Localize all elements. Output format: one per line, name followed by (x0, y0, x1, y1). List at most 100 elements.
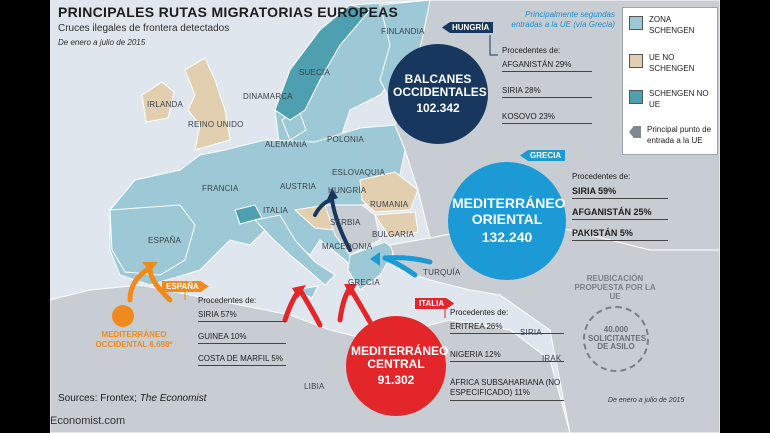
occidental-route-name-text: MEDITERRÁNEO OCCIDENTAL (95, 330, 167, 349)
switzerland-shape (234, 204, 263, 225)
legend-item-schengen-no-ue: SCHENGEN NO UE (629, 88, 711, 110)
legend-label-entry-point: Principal punto de entrada a la UE (647, 125, 712, 145)
source-prefix: Sources: Frontex; (58, 393, 140, 404)
label-bulgaria: BULGARIA (372, 230, 415, 239)
legend: ZONA SCHENGEN UE NO SCHENGEN SCHENGEN NO… (622, 7, 718, 155)
oriental-entry-tag: GRECIA (520, 150, 566, 161)
central-item-1: ERITREA 26% (450, 320, 564, 334)
legend-label-ue-no-schengen: UE NO SCHENGEN (649, 53, 695, 73)
occidental-item-3: COSTA DE MARFIL 5% (198, 352, 286, 366)
iberia-shape (109, 204, 196, 276)
norway-shape (274, 4, 371, 121)
balkans-note: Principalmente segundas entradas a la UE… (511, 10, 615, 29)
oriental-arrowhead (370, 252, 380, 266)
label-dinamarca: DINAMARCA (243, 92, 293, 101)
brand-link[interactable]: Economist.com (50, 415, 126, 427)
relocation-circle: 40.000 SOLICITANTES DE ASILO (583, 306, 649, 372)
balkans-route-value: 102.342 (416, 100, 460, 115)
label-hungria: HUNGRÍA (328, 186, 367, 195)
label-espana: ESPAÑA (148, 236, 182, 245)
balkans-circle: BALCANES OCCIDENTALES 102.342 (388, 44, 488, 144)
central-item-3: ÁFRICA SUBSAHARIANA (NO ESPECIFICADO) 11… (450, 376, 564, 401)
subtitle: Cruces ilegales de frontera detectados (58, 23, 230, 34)
label-italia: ITALIA (263, 206, 289, 215)
label-serbia: SERBIA (330, 218, 361, 227)
greece-shape (347, 241, 396, 291)
occidental-origin-list: Procedentes de: SIRIA 57% GUINEA 10% COS… (198, 296, 286, 366)
occidental-route-value: 6.698* (149, 340, 173, 349)
legend-swatch-schengen (629, 16, 643, 30)
map-frame: PRINCIPALES RUTAS MIGRATORIAS EUROPEAS C… (50, 0, 720, 433)
uk-shape (184, 57, 231, 151)
oriental-route-name: MEDITERRÁNEO ORIENTAL (452, 195, 566, 227)
legend-swatch-ue-no-schengen (629, 54, 643, 68)
legend-swatch-schengen-no-ue (629, 90, 643, 104)
relocation-value: 40.000 (603, 324, 629, 334)
source-italic: The Economist (139, 393, 207, 404)
oriental-item-2: AFGANISTÁN 25% (572, 205, 668, 220)
central-route-value: 91.302 (377, 372, 415, 387)
label-francia: FRANCIA (202, 184, 239, 193)
legend-label-schengen: ZONA SCHENGEN (649, 15, 695, 35)
oriental-list-header: Procedentes de: (572, 172, 631, 181)
balkans-connector (489, 35, 498, 56)
label-polonia: POLONIA (327, 135, 364, 144)
oriental-arrows (382, 255, 433, 278)
relocation-caption: SOLICITANTES DE ASILO (588, 333, 647, 352)
italy-shape (254, 214, 336, 286)
oriental-circle: MEDITERRÁNEO ORIENTAL 132.240 (448, 162, 566, 280)
legend-label-schengen-no-ue: SCHENGEN NO UE (649, 89, 709, 109)
label-siria: SIRIA (520, 328, 542, 337)
footnote-date: De enero a julio de 2015 (608, 397, 685, 404)
occidental-item-2: GUINEA 10% (198, 330, 286, 344)
label-rumania: RUMANIA (370, 200, 409, 209)
central-list-header: Procedentes de: (450, 308, 509, 317)
label-reino-unido: REINO UNIDO (188, 120, 244, 129)
label-irlanda: IRLANDA (147, 100, 184, 109)
label-austria: AUSTRIA (280, 182, 317, 191)
legend-item-entry-point: Principal punto de entrada a la UE (629, 124, 713, 146)
balkans-item-1: AFGANISTÁN 29% (502, 58, 592, 72)
bulgaria-shape (374, 211, 419, 239)
source-line: Sources: Frontex; The Economist (58, 393, 206, 404)
balkans-origin-list: Procedentes de: AFGANISTÁN 29% SIRIA 28%… (502, 46, 592, 124)
legend-item-schengen: ZONA SCHENGEN (629, 14, 711, 36)
central-item-2: NIGERIA 12% (450, 348, 564, 362)
balkans-list-header: Procedentes de: (502, 46, 561, 55)
central-circle: MEDITERRÁNEO CENTRAL 91.302 (346, 316, 449, 416)
balkans-route-name: BALCANES OCCIDENTALES (393, 72, 487, 100)
oriental-item-3: PAKISTÁN 5% (572, 226, 668, 241)
label-suecia: SUECIA (299, 68, 330, 77)
page-title: PRINCIPALES RUTAS MIGRATORIAS EUROPEAS (58, 4, 399, 20)
ireland-shape (141, 81, 175, 123)
label-libia: LIBIA (304, 382, 325, 391)
occidental-route-name: MEDITERRÁNEO OCCIDENTAL 6.698* (84, 330, 184, 350)
balkans-shape (324, 204, 381, 256)
label-grecia: GRECIA (348, 278, 380, 287)
label-macedonia: MACEDONIA (322, 242, 373, 251)
balkans-item-2: SIRIA 28% (502, 84, 592, 98)
label-eslovaquia: ESLOVAQUIA (332, 168, 385, 177)
label-irak: IRAK (542, 354, 562, 363)
occidental-arrowhead (142, 262, 158, 272)
oriental-route-value: 132.240 (481, 229, 533, 246)
occidental-entry-tag: ESPAÑA (162, 281, 209, 292)
entry-arrow-icon (629, 126, 641, 138)
central-arrowhead-1 (292, 285, 306, 298)
romania-shape (359, 171, 419, 213)
occidental-item-1: SIRIA 57% (198, 308, 286, 322)
balkans-arrowhead (326, 188, 338, 202)
balkans-item-3: KOSOVO 23% (502, 110, 592, 124)
oriental-origin-list: Procedentes de: SIRIA 59% AFGANISTÁN 25%… (572, 172, 668, 241)
occidental-circle (112, 305, 134, 327)
legend-item-ue-no-schengen: UE NO SCHENGEN (629, 52, 711, 74)
period-label: De enero a julio de 2015 (58, 38, 146, 47)
central-entry-tag: ITALIA (415, 298, 454, 309)
occidental-list-header: Procedentes de: (198, 296, 257, 305)
oriental-item-1: SIRIA 59% (572, 184, 668, 199)
label-finlandia: FINLANDIA (381, 27, 425, 36)
label-turquia: TURQUÍA (423, 268, 461, 277)
central-route-name: MEDITERRÁNEO CENTRAL (351, 344, 449, 372)
relocation-label: REUBICACIÓN PROPUESTA POR LA UE (574, 274, 656, 301)
central-origin-list: Procedentes de: ERITREA 26% NIGERIA 12% … (450, 308, 564, 401)
